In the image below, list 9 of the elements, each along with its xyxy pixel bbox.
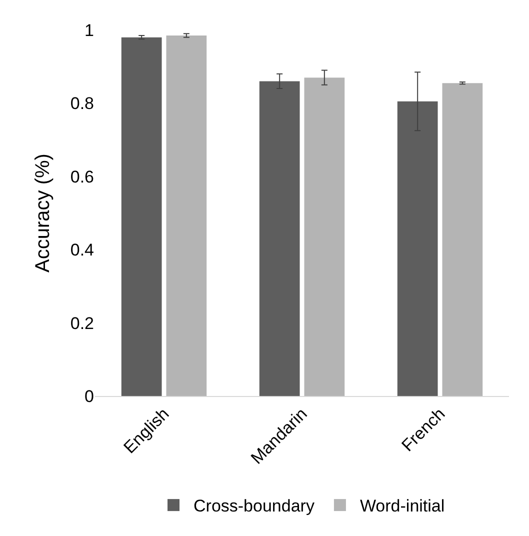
legend-label: Word-initial — [360, 496, 445, 516]
y-tick-label: 1 — [84, 20, 94, 40]
y-tick-label: 0.6 — [70, 167, 94, 186]
y-tick-label: 0.4 — [70, 240, 94, 260]
y-tick-label: 0.2 — [70, 314, 94, 333]
y-tick-label: 0 — [84, 386, 94, 406]
legend-label: Cross-boundary — [194, 496, 315, 516]
y-axis-title: Accuracy (%) — [32, 154, 54, 272]
y-tick-label: 0.8 — [70, 94, 94, 114]
